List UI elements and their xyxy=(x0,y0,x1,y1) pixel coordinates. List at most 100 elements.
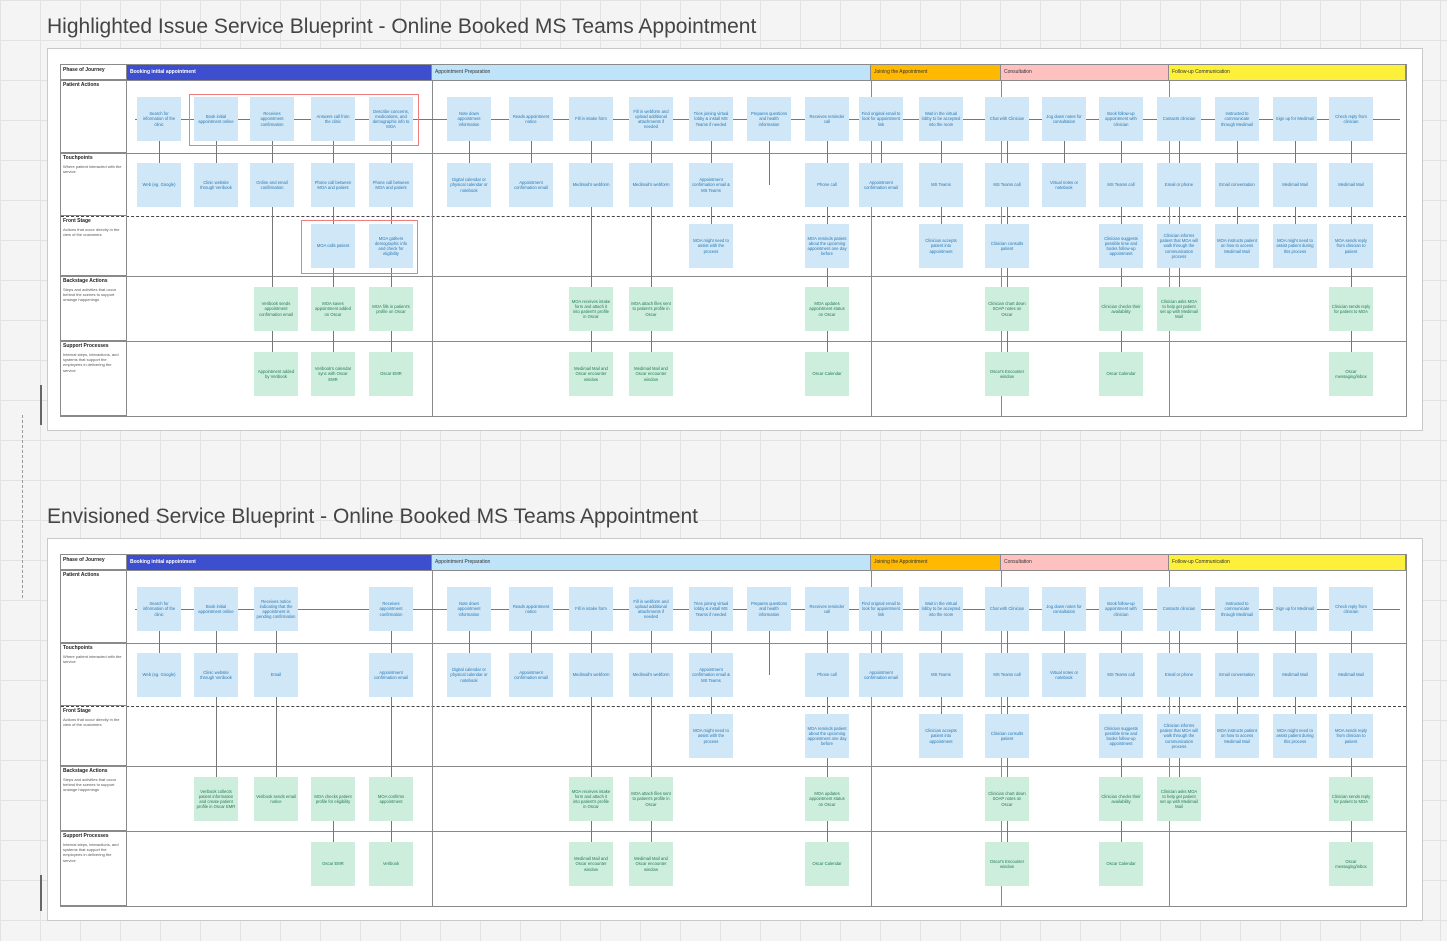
back-step-card[interactable]: Clinician checks their availability xyxy=(1099,287,1143,331)
back-step-card[interactable]: MOA updates appointment status on Oscar xyxy=(805,287,849,331)
touch-step-card[interactable]: Clinic website through Veribook xyxy=(194,653,238,697)
front-step-card[interactable]: Clinician suggests possible time and boo… xyxy=(1099,714,1143,758)
phase-header[interactable]: Joining the Appointment xyxy=(871,555,1001,570)
back-step-card[interactable]: MOA attach files sent to patient's profi… xyxy=(629,777,673,821)
touch-step-card[interactable]: MS Teams xyxy=(919,653,963,697)
back-step-card[interactable]: Clinician sends reply for patient to MOA xyxy=(1329,777,1373,821)
patient-step-card[interactable]: Fill in webform and upload additional at… xyxy=(629,97,673,141)
front-step-card[interactable]: MOA sends reply from clinician to patien… xyxy=(1329,714,1373,758)
front-step-card[interactable]: MOA instructs patient on how to access M… xyxy=(1215,224,1259,268)
touch-step-card[interactable]: Phone call xyxy=(805,163,849,207)
patient-step-card[interactable]: Tries joining virtual lobby & install MS… xyxy=(689,97,733,141)
patient-step-card[interactable]: Instructed to communicate through Medima… xyxy=(1215,587,1259,631)
touch-step-card[interactable]: MS Teams call xyxy=(1099,163,1143,207)
touch-step-card[interactable]: MS Teams xyxy=(919,163,963,207)
patient-step-card[interactable]: Jog down notes for consultation xyxy=(1042,587,1086,631)
touch-step-card[interactable]: Email or phone xyxy=(1157,163,1201,207)
touch-step-card[interactable]: Web (eg. Google) xyxy=(137,163,181,207)
patient-step-card[interactable]: Sign up for Medimail xyxy=(1273,97,1317,141)
patient-step-card[interactable]: Fill in intake form xyxy=(569,587,613,631)
support-step-card[interactable]: Veribook's calendar sync with Oscar EMR xyxy=(311,352,355,396)
front-step-card[interactable]: Clinician informs patient that MOA will … xyxy=(1157,224,1201,268)
back-step-card[interactable]: Veribook collects patient information an… xyxy=(194,777,238,821)
back-step-card[interactable]: Clinician sends reply for patient to MOA xyxy=(1329,287,1373,331)
patient-step-card[interactable]: Contacts clinician xyxy=(1157,587,1201,631)
touch-step-card[interactable]: Appointment confirmation email xyxy=(369,653,413,697)
back-step-card[interactable]: MOA attach files sent to patient's profi… xyxy=(629,287,673,331)
touch-step-card[interactable]: Medimail's webform xyxy=(569,653,613,697)
support-step-card[interactable]: Oscar messaging/inbox xyxy=(1329,352,1373,396)
front-step-card[interactable]: Clinician consults patient xyxy=(985,714,1029,758)
patient-step-card[interactable]: Receives notice indicating that the appo… xyxy=(254,587,298,631)
front-step-card[interactable]: Clinician consults patient xyxy=(985,224,1029,268)
touch-step-card[interactable]: Email or phone xyxy=(1157,653,1201,697)
support-step-card[interactable]: Medimail Mail and Oscar encounter window xyxy=(629,842,673,886)
front-step-card[interactable]: Clinician suggests possible time and boo… xyxy=(1099,224,1143,268)
phase-header[interactable]: Follow-up Communication xyxy=(1169,555,1406,570)
support-step-card[interactable]: Oscar Calendar xyxy=(805,352,849,396)
front-step-card[interactable]: MOA sends reply from clinician to patien… xyxy=(1329,224,1373,268)
touch-step-card[interactable]: Appointment confirmation email xyxy=(859,163,903,207)
patient-step-card[interactable]: Receives reminder call xyxy=(805,97,849,141)
front-step-card[interactable]: MOA might need to assist with the proces… xyxy=(689,714,733,758)
support-step-card[interactable]: Veribook xyxy=(369,842,413,886)
back-step-card[interactable]: MOA saves appointment added on Oscar xyxy=(311,287,355,331)
patient-step-card[interactable]: Reads appointment notice xyxy=(509,587,553,631)
back-step-card[interactable]: Clinician chart down SOAP notes on Oscar xyxy=(985,287,1029,331)
patient-step-card[interactable]: Book follow-up appointment with clinicia… xyxy=(1099,587,1143,631)
touch-step-card[interactable]: Appointment confirmation email xyxy=(509,653,553,697)
back-step-card[interactable]: Clinician asks MOA to help get patient s… xyxy=(1157,287,1201,331)
front-step-card[interactable]: Clinician accepts patient into appointme… xyxy=(919,714,963,758)
touch-step-card[interactable]: Email xyxy=(254,653,298,697)
back-step-card[interactable]: MOA receives intake form and attach it i… xyxy=(569,777,613,821)
phase-header[interactable]: Consultation xyxy=(1001,65,1169,80)
touch-step-card[interactable]: Online and email confirmation xyxy=(250,163,294,207)
patient-step-card[interactable]: Chat with Clinician xyxy=(985,97,1029,141)
phase-header[interactable]: Appointment Preparation xyxy=(432,65,871,80)
back-step-card[interactable]: Veribook sends email notice xyxy=(254,777,298,821)
touch-step-card[interactable]: Appointment confirmation email & MS Team… xyxy=(689,163,733,207)
touch-step-card[interactable]: Medimail Mail xyxy=(1329,163,1373,207)
back-step-card[interactable]: MOA fills in patient's profile on Oscar xyxy=(369,287,413,331)
back-step-card[interactable]: Clinician checks their availability xyxy=(1099,777,1143,821)
front-step-card[interactable]: MOA instructs patient on how to access M… xyxy=(1215,714,1259,758)
front-step-card[interactable]: MOA reminds patient about the upcoming a… xyxy=(805,714,849,758)
touch-step-card[interactable]: MS Teams call xyxy=(985,163,1029,207)
touch-step-card[interactable]: Appointment confirmation email & MS Team… xyxy=(689,653,733,697)
support-step-card[interactable]: Oscar Calendar xyxy=(1099,842,1143,886)
patient-step-card[interactable]: Fill in intake form xyxy=(569,97,613,141)
patient-step-card[interactable]: Jog down notes for consultation xyxy=(1042,97,1086,141)
patient-step-card[interactable]: Receives appointment confirmation xyxy=(369,587,413,631)
patient-step-card[interactable]: Search for information of the clinic xyxy=(137,587,181,631)
front-step-card[interactable]: Clinician informs patient that MOA will … xyxy=(1157,714,1201,758)
touch-step-card[interactable]: Web (eg. Google) xyxy=(137,653,181,697)
touch-step-card[interactable]: Phone call xyxy=(805,653,849,697)
touch-step-card[interactable]: Medimail's webform xyxy=(629,653,673,697)
touch-step-card[interactable]: MS Teams call xyxy=(985,653,1029,697)
touch-step-card[interactable]: Clinic website through Veribook xyxy=(194,163,238,207)
touch-step-card[interactable]: Appointment confirmation email xyxy=(509,163,553,207)
front-step-card[interactable]: MOA might need to assist patient during … xyxy=(1273,224,1317,268)
touch-step-card[interactable]: Virtual notes or notebook xyxy=(1042,163,1086,207)
touch-step-card[interactable]: Digital calendar or physical calendar or… xyxy=(447,653,491,697)
support-step-card[interactable]: Medimail Mail and Oscar encounter window xyxy=(569,352,613,396)
patient-step-card[interactable]: Answers call from the clinic xyxy=(311,97,355,141)
patient-step-card[interactable]: Note down appointment information xyxy=(447,97,491,141)
touch-step-card[interactable]: Virtual notes or notebook xyxy=(1042,653,1086,697)
patient-step-card[interactable]: Chat with Clinician xyxy=(985,587,1029,631)
patient-step-card[interactable]: Tries joining virtual lobby & install MS… xyxy=(689,587,733,631)
support-step-card[interactable]: Medimail Mail and Oscar encounter window xyxy=(569,842,613,886)
patient-step-card[interactable]: Search for information of the clinic xyxy=(137,97,181,141)
touch-step-card[interactable]: Appointment confirmation email xyxy=(859,653,903,697)
touch-step-card[interactable]: Medimail's webform xyxy=(569,163,613,207)
phase-header[interactable]: Appointment Preparation xyxy=(432,555,871,570)
patient-step-card[interactable]: Book follow-up appointment with clinicia… xyxy=(1099,97,1143,141)
back-step-card[interactable]: MOA receives intake form and attach it i… xyxy=(569,287,613,331)
patient-step-card[interactable]: Prepares questions and health informatio… xyxy=(747,97,791,141)
blueprint-frame-envisioned[interactable]: Phase of Journey Patient Actions Touchpoin… xyxy=(47,538,1423,921)
patient-step-card[interactable]: Check reply from clinician xyxy=(1329,587,1373,631)
patient-step-card[interactable]: Contacts clinician xyxy=(1157,97,1201,141)
phase-header[interactable]: Booking initial appointment xyxy=(127,65,432,80)
support-step-card[interactable]: Oscar Calendar xyxy=(1099,352,1143,396)
front-step-card[interactable]: MOA calls patient xyxy=(311,224,355,268)
